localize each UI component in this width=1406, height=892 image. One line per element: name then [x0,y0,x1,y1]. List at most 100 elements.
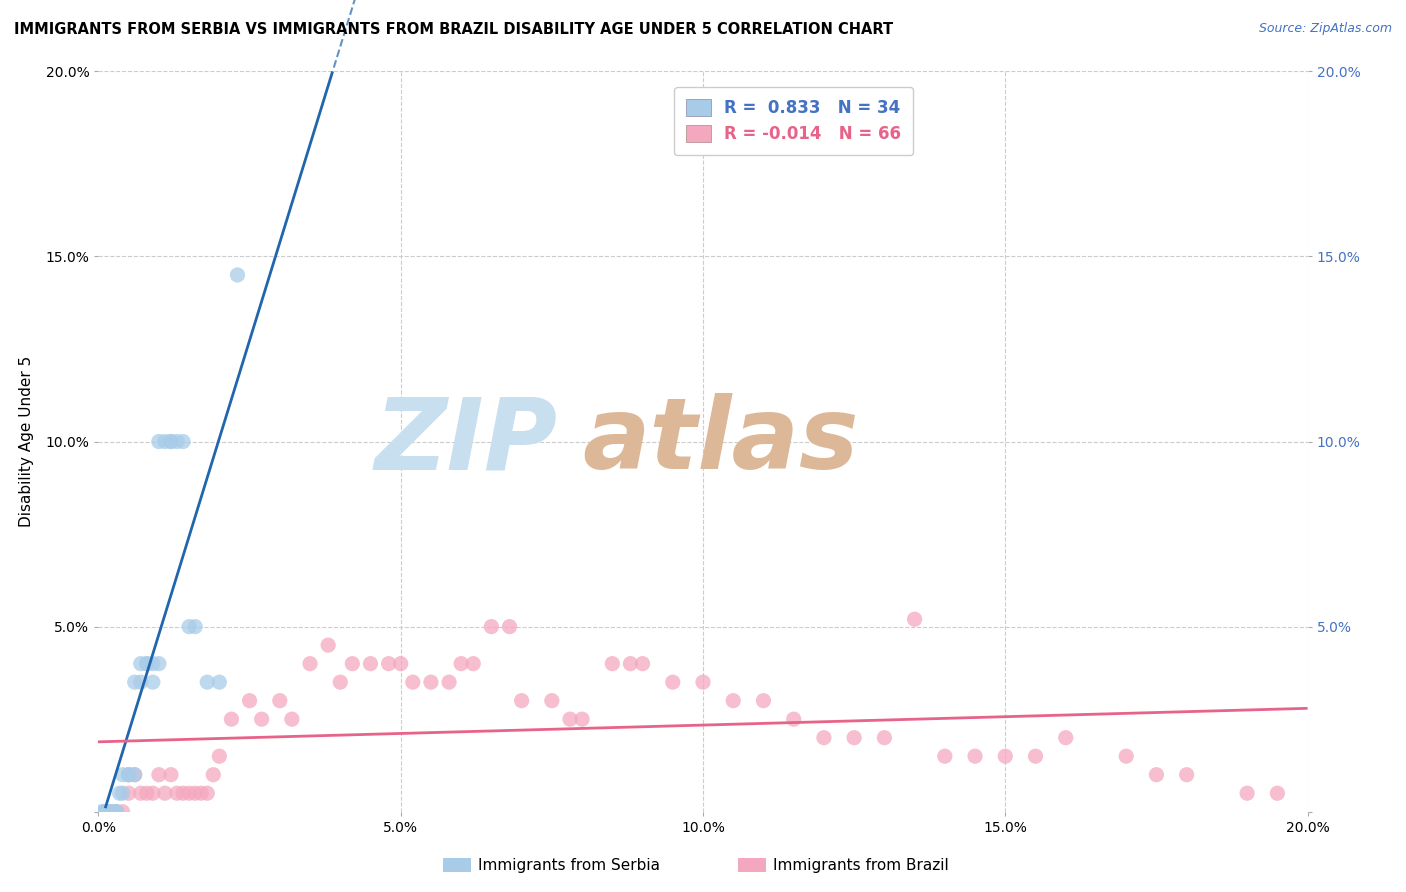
Point [420,675,443,690]
Legend: R =  0.833   N = 34, R = -0.014   N = 66: R = 0.833 N = 34, R = -0.014 N = 66 [675,87,912,155]
Point [510,694,533,708]
Point [994,749,1017,764]
Point [873,731,896,745]
Point [172,434,194,449]
Point [437,675,460,690]
Point [184,786,207,800]
Point [124,675,146,690]
Point [281,712,304,726]
Point [329,675,352,690]
Point [118,786,141,800]
Point [208,675,231,690]
Text: ZIP: ZIP [375,393,558,490]
Point [571,712,593,726]
Point [619,657,641,671]
Point [844,731,866,745]
Point [153,786,176,800]
Text: atlas: atlas [582,393,859,490]
Point [1054,731,1077,745]
Point [172,786,194,800]
Point [93,805,115,819]
Point [100,805,122,819]
Point [148,434,170,449]
Point [142,786,165,800]
Point [135,657,157,671]
Point [100,805,122,819]
Point [190,786,212,800]
Point [1115,749,1137,764]
Point [1267,786,1289,800]
Point [226,268,249,282]
Point [93,805,115,819]
Text: Immigrants from Brazil: Immigrants from Brazil [773,858,949,872]
Point [148,657,170,671]
Point [661,675,683,690]
Point [111,767,134,781]
Point [118,767,141,781]
Point [129,675,152,690]
Point [129,786,152,800]
Point [540,694,562,708]
Point [160,767,183,781]
Point [118,767,141,781]
Point [316,638,339,652]
Point [179,619,201,633]
Point [360,657,382,671]
Point [166,786,188,800]
Point [752,694,775,708]
Point [481,619,503,633]
Point [142,675,165,690]
Point [389,657,412,671]
Point [1175,767,1198,781]
Point [377,657,399,671]
Point [118,767,141,781]
Point [105,805,128,819]
Y-axis label: Disability Age Under 5: Disability Age Under 5 [20,356,34,527]
Point [111,805,134,819]
Text: IMMIGRANTS FROM SERBIA VS IMMIGRANTS FROM BRAZIL DISABILITY AGE UNDER 5 CORRELAT: IMMIGRANTS FROM SERBIA VS IMMIGRANTS FRO… [14,22,893,37]
Point [195,786,218,800]
Point [111,786,134,800]
Text: Immigrants from Serbia: Immigrants from Serbia [478,858,659,872]
Point [148,767,170,781]
Point [93,805,115,819]
Point [269,694,291,708]
Point [1144,767,1167,781]
Point [96,805,118,819]
Point [239,694,262,708]
Point [498,619,520,633]
Point [299,657,322,671]
Point [166,434,188,449]
Point [965,749,987,764]
Point [129,657,152,671]
Point [208,749,231,764]
Point [1236,786,1258,800]
Point [813,731,835,745]
Point [1024,749,1046,764]
Point [250,712,273,726]
Point [105,805,128,819]
Point [124,767,146,781]
Point [450,657,472,671]
Point [463,657,485,671]
Point [723,694,745,708]
Point [221,712,243,726]
Point [135,657,157,671]
Point [105,805,128,819]
Point [184,619,207,633]
Point [142,657,165,671]
Point [783,712,806,726]
Point [108,786,131,800]
Point [195,675,218,690]
Point [602,657,624,671]
Point [135,786,157,800]
Point [153,434,176,449]
Point [934,749,956,764]
Point [202,767,225,781]
Point [342,657,364,671]
Point [179,786,201,800]
Point [90,805,112,819]
Point [631,657,654,671]
Point [904,612,927,626]
Point [160,434,183,449]
